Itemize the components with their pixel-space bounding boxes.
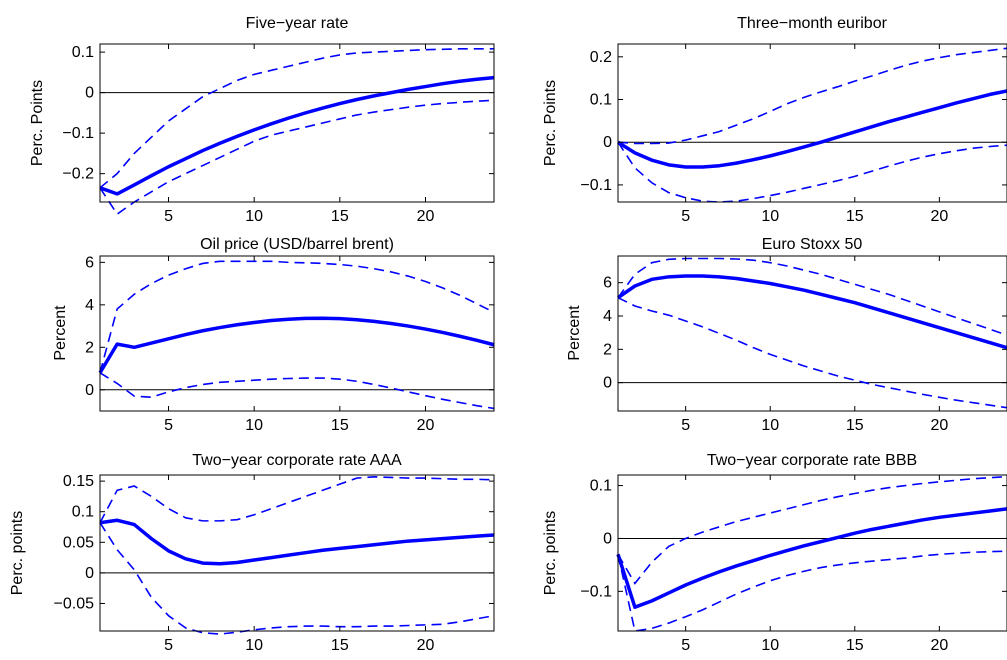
y-axis-label: Percent — [52, 305, 69, 361]
y-axis-label: Perc. points — [9, 511, 26, 595]
impulse-response-line — [617, 274, 1007, 350]
lower-band-line — [99, 99, 495, 216]
y-axis-label: Perc. points — [542, 511, 559, 595]
x-tick-label: 15 — [331, 208, 349, 225]
y-axis-label: Perc. Points — [542, 80, 559, 166]
y-tick-label: 0 — [603, 134, 612, 151]
x-tick-label: 15 — [331, 417, 349, 434]
lower-band-line — [99, 372, 495, 410]
upper-band-line — [617, 475, 1007, 585]
impulse-response-line — [617, 89, 1007, 169]
y-tick-label: 0.2 — [590, 49, 612, 66]
x-tick-label: 20 — [417, 208, 435, 225]
y-tick-label: −0.2 — [62, 166, 94, 183]
x-tick-label: 5 — [164, 637, 173, 654]
y-tick-label: 6 — [85, 254, 94, 271]
x-tick-label: 20 — [417, 417, 435, 434]
x-tick-label: 10 — [761, 637, 779, 654]
x-tick-label: 15 — [846, 637, 864, 654]
y-tick-label: −0.1 — [580, 583, 612, 600]
panel-euro-stoxx-50: Euro Stoxx 50 Percent 0 2 4 6 5 10 15 20 — [566, 236, 1007, 434]
axes-frame — [99, 255, 495, 412]
upper-band-line — [617, 257, 1007, 336]
panel-two-year-corporate-bbb: Two−year corporate rate BBB Perc. points… — [542, 452, 1007, 654]
y-axis-label: Percent — [566, 305, 583, 361]
panel-title: Two−year corporate rate AAA — [192, 452, 402, 469]
x-tick-label: 20 — [930, 208, 948, 225]
x-tick-label: 20 — [417, 637, 435, 654]
panel-title: Two−year corporate rate BBB — [707, 452, 917, 469]
y-tick-label: 0 — [603, 530, 612, 547]
panel-three-month-euribor: Three−month euribor Perc. Points −0.1 0 0.… — [542, 15, 1007, 225]
lower-band-line — [617, 296, 1007, 409]
x-tick-label: 5 — [681, 208, 690, 225]
y-tick-label: 0.1 — [72, 44, 94, 61]
axes-frame — [99, 474, 495, 632]
y-tick-label: 0 — [85, 565, 94, 582]
x-tick-label: 15 — [846, 417, 864, 434]
panel-title: Euro Stoxx 50 — [762, 236, 863, 253]
lower-band-line — [99, 522, 495, 635]
y-axis-label: Perc. Points — [29, 80, 46, 166]
impulse-response-line — [616, 507, 1007, 609]
x-tick-label: 10 — [245, 417, 263, 434]
x-tick-label: 5 — [164, 417, 173, 434]
y-tick-label: 0.1 — [590, 92, 612, 109]
y-tick-label: 2 — [85, 339, 94, 356]
impulse-response-line — [98, 316, 495, 374]
y-tick-label: 0 — [85, 382, 94, 399]
panel-two-year-corporate-aaa: Two−year corporate rate AAA Perc. points… — [9, 452, 495, 654]
y-tick-label: 4 — [603, 308, 612, 325]
axes-frame — [617, 43, 1007, 203]
upper-band-line — [99, 260, 495, 373]
x-tick-label: 10 — [245, 208, 263, 225]
lower-band-line — [617, 550, 1007, 632]
x-tick-label: 15 — [331, 637, 349, 654]
panel-title: Three−month euribor — [737, 15, 888, 32]
y-tick-label: 0.1 — [72, 504, 94, 521]
x-tick-label: 20 — [930, 417, 948, 434]
axes-frame — [617, 255, 1007, 412]
x-tick-label: 10 — [761, 208, 779, 225]
y-tick-label: 0.1 — [590, 478, 612, 495]
upper-band-line — [99, 476, 495, 524]
y-tick-label: −0.1 — [580, 177, 612, 194]
panel-oil-price: Oil price (USD/barrel brent) Percent 0 2 4… — [52, 236, 495, 434]
y-tick-label: 0.15 — [63, 473, 94, 490]
upper-band-line — [617, 47, 1007, 145]
y-tick-label: 2 — [603, 341, 612, 358]
y-tick-label: 0 — [85, 85, 94, 102]
x-tick-label: 5 — [164, 208, 173, 225]
axes-frame — [99, 43, 495, 203]
x-tick-label: 10 — [245, 637, 263, 654]
x-tick-label: 20 — [930, 637, 948, 654]
panel-title: Oil price (USD/barrel brent) — [200, 236, 394, 253]
x-tick-label: 5 — [681, 637, 690, 654]
lower-band-line — [617, 141, 1007, 203]
panel-five-year-rate: Five−year rate Perc. Points −0.2 −0.1 0 0.1… — [29, 15, 495, 225]
panel-title: Five−year rate — [246, 15, 349, 32]
y-tick-label: 0 — [603, 375, 612, 392]
y-tick-label: −0.1 — [62, 125, 94, 142]
upper-band-line — [99, 48, 494, 189]
axes-frame — [617, 474, 1007, 632]
impulse-response-line — [99, 518, 495, 566]
impulse-response-line — [99, 75, 495, 196]
y-tick-label: 0.05 — [63, 534, 94, 551]
y-tick-label: 4 — [85, 297, 94, 314]
x-tick-label: 10 — [761, 417, 779, 434]
y-tick-label: 6 — [603, 275, 612, 292]
x-tick-label: 15 — [846, 208, 864, 225]
x-tick-label: 5 — [681, 417, 690, 434]
y-tick-label: −0.05 — [54, 595, 95, 612]
